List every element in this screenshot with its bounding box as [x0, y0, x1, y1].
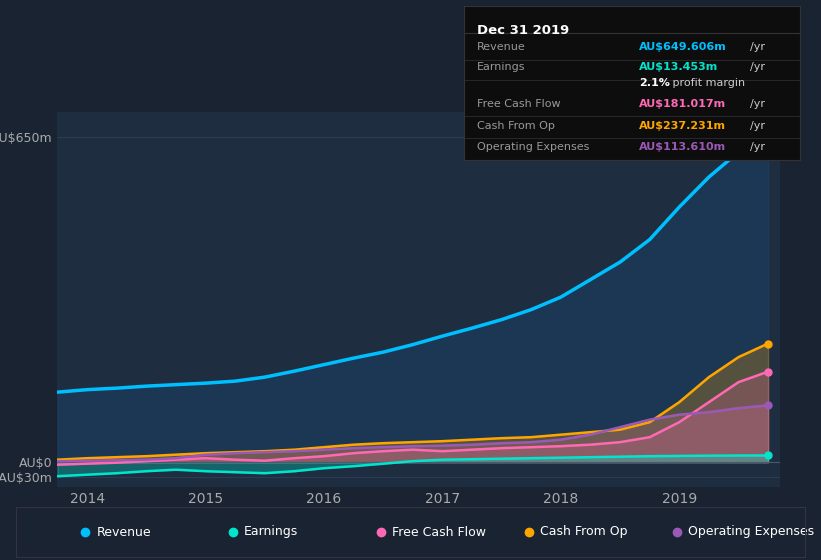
- Text: /yr: /yr: [750, 42, 765, 52]
- Text: AU$649.606m: AU$649.606m: [639, 42, 727, 52]
- Text: Revenue: Revenue: [97, 525, 151, 539]
- Text: Operating Expenses: Operating Expenses: [477, 142, 589, 152]
- Text: Free Cash Flow: Free Cash Flow: [477, 99, 561, 109]
- Text: profit margin: profit margin: [669, 78, 745, 87]
- Text: Earnings: Earnings: [245, 525, 299, 539]
- Text: AU$113.610m: AU$113.610m: [639, 142, 726, 152]
- Text: AU$181.017m: AU$181.017m: [639, 99, 726, 109]
- Text: Cash From Op: Cash From Op: [540, 525, 627, 539]
- Text: Free Cash Flow: Free Cash Flow: [392, 525, 486, 539]
- Text: 2.1%: 2.1%: [639, 78, 670, 87]
- Text: Revenue: Revenue: [477, 42, 526, 52]
- Text: Dec 31 2019: Dec 31 2019: [477, 24, 570, 37]
- Text: Earnings: Earnings: [477, 62, 525, 72]
- Text: Operating Expenses: Operating Expenses: [688, 525, 814, 539]
- Text: /yr: /yr: [750, 121, 765, 130]
- Text: /yr: /yr: [750, 142, 765, 152]
- Text: AU$13.453m: AU$13.453m: [639, 62, 718, 72]
- Text: Cash From Op: Cash From Op: [477, 121, 555, 130]
- Text: /yr: /yr: [750, 99, 765, 109]
- Text: /yr: /yr: [750, 62, 765, 72]
- Text: AU$237.231m: AU$237.231m: [639, 121, 726, 130]
